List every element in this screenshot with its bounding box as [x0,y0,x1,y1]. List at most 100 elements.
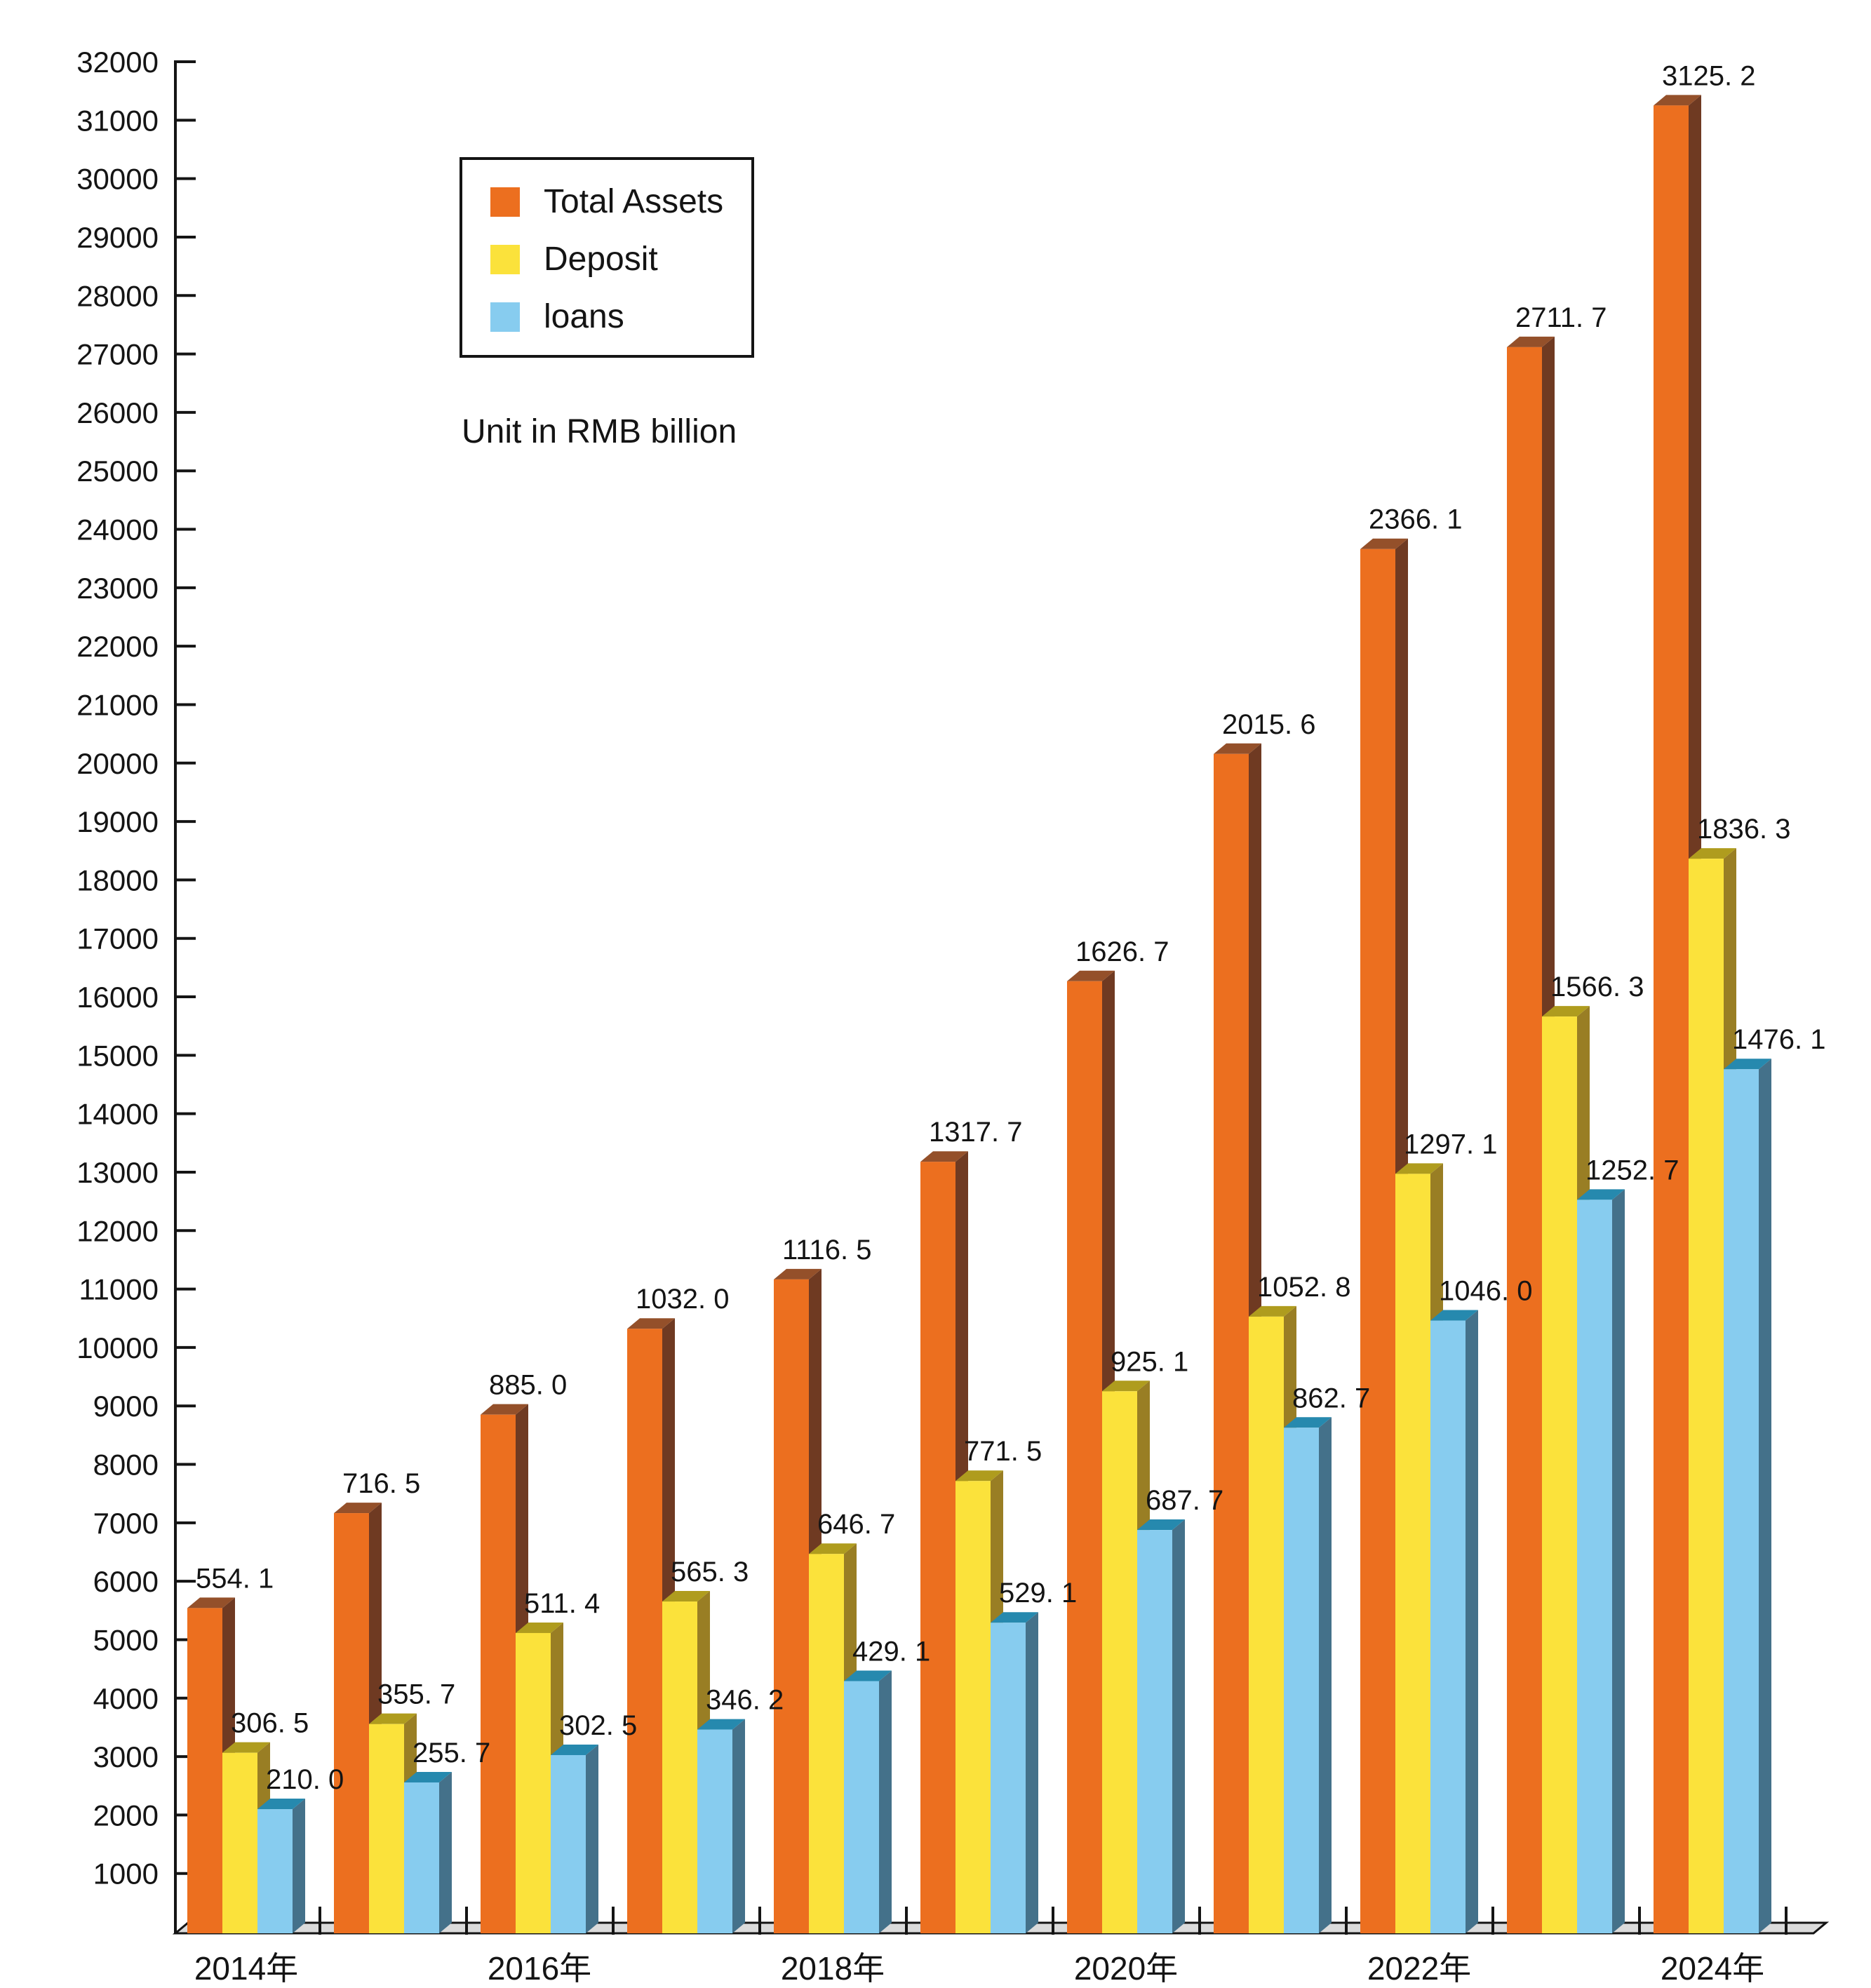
bar-deposit-2022年 [1395,1174,1430,1933]
bar-top-total-assets-2020年 [1067,970,1115,981]
bar-top-loans-2014年 [257,1799,305,1810]
bar-top-total-assets-2018年 [774,1268,822,1280]
value-label-loans-2023年: 1252. 7 [1585,1155,1679,1186]
bar-side-loans-2023年 [1612,1189,1625,1933]
bar-side-loans-2019年 [1026,1612,1038,1933]
bar-loans-2019年 [991,1623,1026,1933]
bar-side-loans-2014年 [293,1799,305,1933]
bar-total-assets-2019年 [920,1162,955,1933]
bar-top-total-assets-2024年 [1654,95,1701,106]
value-label-deposit-2017年: 565. 3 [671,1557,749,1587]
y-tick-label: 25000 [76,455,159,488]
legend-item-total-assets: Total Assets [490,185,723,219]
y-tick-label: 11000 [79,1273,159,1306]
bar-top-deposit-2017年 [662,1591,710,1602]
bar-side-loans-2017年 [732,1719,745,1933]
bar-total-assets-2020年 [1067,981,1102,1933]
bar-top-loans-2015年 [404,1771,452,1782]
value-label-total-assets-2024年: 3125. 2 [1662,60,1755,91]
y-tick-label: 21000 [76,688,159,721]
value-label-loans-2017年: 346. 2 [706,1685,784,1716]
bar-top-total-assets-2016年 [481,1404,528,1415]
y-tick-label: 26000 [76,396,159,429]
y-tick-label: 12000 [76,1214,159,1247]
bar-total-assets-2023年 [1507,347,1542,1933]
bar-deposit-2015年 [369,1724,404,1933]
y-tick-label: 2000 [93,1799,159,1832]
bar-top-loans-2024年 [1724,1059,1771,1070]
bar-side-loans-2016年 [586,1744,598,1933]
bar-total-assets-2018年 [774,1279,809,1933]
y-tick-label: 4000 [93,1682,159,1715]
y-tick-label: 19000 [76,805,159,838]
bar-top-total-assets-2022年 [1360,538,1408,549]
value-label-total-assets-2023年: 2711. 7 [1515,302,1607,333]
bar-total-assets-2014年 [187,1608,222,1933]
bar-loans-2021年 [1284,1428,1319,1933]
y-tick-label: 9000 [93,1390,159,1423]
bar-loans-2018年 [844,1681,879,1933]
bar-top-deposit-2018年 [809,1543,857,1554]
bar-top-loans-2023年 [1577,1189,1625,1200]
bar-loans-2020年 [1137,1530,1172,1933]
bar-deposit-2021年 [1249,1316,1284,1933]
bar-top-total-assets-2017年 [627,1318,675,1329]
value-label-total-assets-2021年: 2015. 6 [1222,709,1315,740]
y-tick-label: 10000 [76,1331,159,1364]
legend-label-total-assets: Total Assets [544,183,724,220]
value-label-deposit-2020年: 925. 1 [1111,1346,1188,1377]
bar-deposit-2023年 [1542,1016,1577,1933]
value-label-deposit-2022年: 1297. 1 [1404,1129,1497,1160]
bar-top-deposit-2023年 [1542,1006,1590,1017]
value-label-loans-2021年: 862. 7 [1292,1383,1370,1413]
bar-top-deposit-2019年 [955,1470,1003,1482]
y-tick-label: 31000 [76,104,159,137]
value-label-total-assets-2018年: 1116. 5 [782,1235,872,1265]
y-tick-label: 29000 [76,221,159,254]
legend-box: Total Assets Deposit loans [460,157,754,358]
legend-label-loans: loans [544,298,624,335]
bar-top-total-assets-2021年 [1214,743,1261,754]
bar-side-loans-2018年 [879,1670,892,1933]
value-label-total-assets-2015年: 716. 5 [342,1468,420,1499]
bar-loans-2022年 [1430,1320,1466,1933]
x-category-label: 2024年 [1661,1950,1764,1987]
y-tick-label: 7000 [93,1507,159,1540]
bar-top-total-assets-2015年 [334,1503,382,1514]
value-label-total-assets-2014年: 554. 1 [196,1563,274,1594]
value-label-total-assets-2020年: 1626. 7 [1075,936,1169,967]
value-label-deposit-2024年: 1836. 3 [1697,814,1790,845]
bar-top-deposit-2016年 [516,1622,563,1633]
bar-total-assets-2015年 [334,1513,369,1933]
bar-deposit-2024年 [1689,859,1724,1933]
bar-side-loans-2021年 [1319,1417,1332,1933]
y-tick-label: 1000 [93,1858,159,1890]
value-label-loans-2024年: 1476. 1 [1732,1024,1825,1055]
bar-top-deposit-2015年 [369,1713,417,1724]
value-label-total-assets-2022年: 2366. 1 [1369,504,1462,535]
y-tick-label: 8000 [93,1449,159,1482]
value-label-deposit-2015年: 355. 7 [377,1679,455,1710]
bar-deposit-2018年 [809,1554,844,1933]
bar-top-loans-2022年 [1430,1310,1478,1321]
bar-loans-2016年 [551,1754,586,1933]
bar-top-deposit-2021年 [1249,1305,1296,1317]
loans-swatch-icon [490,302,520,332]
value-label-deposit-2023年: 1566. 3 [1550,972,1644,1002]
bar-deposit-2014年 [222,1752,257,1933]
bar-top-loans-2017年 [697,1719,745,1730]
bar-total-assets-2022年 [1360,549,1395,1933]
value-label-total-assets-2019年: 1317. 7 [929,1117,1022,1148]
bar-side-loans-2020年 [1172,1519,1185,1933]
bar-side-loans-2015年 [439,1771,452,1933]
bar-top-loans-2016年 [551,1744,598,1755]
y-tick-label: 14000 [76,1098,159,1131]
y-tick-label: 28000 [76,279,159,312]
value-label-deposit-2021年: 1052. 8 [1257,1272,1350,1303]
bar-side-loans-2022年 [1466,1310,1478,1933]
bar-total-assets-2017年 [627,1329,662,1933]
y-tick-label: 17000 [76,922,159,955]
bar-top-loans-2020年 [1137,1519,1185,1531]
